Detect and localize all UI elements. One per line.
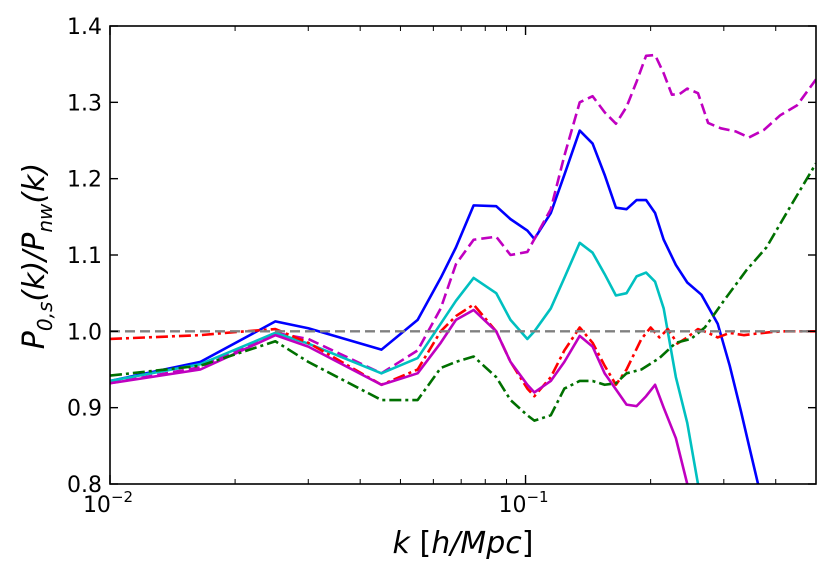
series-layer <box>110 53 816 484</box>
tick-layer: 0.8 0.9 1.0 1.1 1.2 1.3 1.4 10−2 10−1 <box>67 15 816 518</box>
svg-text:P0,s(k)/Pnw(k): P0,s(k)/Pnw(k) <box>17 163 57 349</box>
y-tick-label: 1.0 <box>67 320 102 345</box>
series-line-1 <box>110 129 760 484</box>
series-line-4 <box>110 303 816 398</box>
y-tick-label: 1.2 <box>67 168 102 193</box>
series-line-6 <box>110 162 816 422</box>
x-axis-label: k [h/Mpc] <box>393 526 534 561</box>
series-line-3 <box>110 241 700 484</box>
y-tick-label: 0.9 <box>67 397 102 422</box>
y-tick-label: 1.3 <box>67 91 102 116</box>
series-line-5 <box>110 308 689 484</box>
y-tick-label: 1.1 <box>67 244 102 269</box>
y-tick-label: 0.8 <box>67 473 102 498</box>
plot-frame <box>109 25 817 485</box>
y-axis-label: P0,s(k)/Pnw(k) <box>17 163 57 349</box>
x-tick-label: 10−2 <box>83 488 133 518</box>
x-tick-label: 10−1 <box>498 488 548 518</box>
y-tick-label: 1.4 <box>67 15 102 40</box>
series-line-2 <box>110 53 816 385</box>
